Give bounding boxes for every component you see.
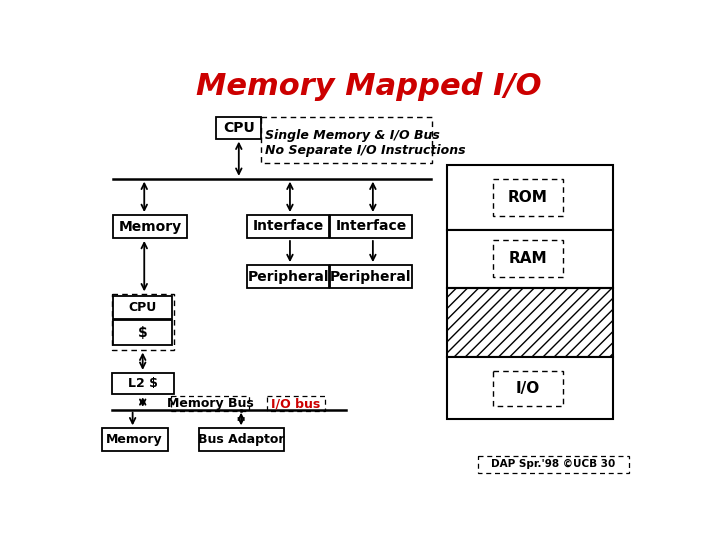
- Text: RAM: RAM: [508, 251, 547, 266]
- Text: ROM: ROM: [508, 190, 548, 205]
- Bar: [446, 165, 613, 231]
- Bar: [446, 288, 613, 357]
- Bar: [266, 396, 325, 411]
- Bar: [199, 428, 284, 451]
- Bar: [216, 117, 261, 139]
- Text: CPU: CPU: [129, 301, 157, 314]
- Bar: [446, 231, 613, 288]
- Text: Peripheral: Peripheral: [330, 269, 412, 284]
- Bar: [261, 117, 432, 164]
- Text: Interface: Interface: [253, 219, 323, 233]
- Text: $: $: [138, 326, 148, 340]
- Text: I/O: I/O: [516, 381, 540, 396]
- Text: Interface: Interface: [336, 219, 407, 233]
- Text: Memory: Memory: [107, 433, 163, 446]
- Text: Peripheral: Peripheral: [247, 269, 329, 284]
- Text: Bus Adaptor: Bus Adaptor: [198, 433, 284, 446]
- Text: Single Memory & I/O Bus
No Separate I/O Instructions: Single Memory & I/O Bus No Separate I/O …: [265, 129, 466, 157]
- Bar: [113, 320, 172, 345]
- Text: DAP Spr.'98 ©UCB 30: DAP Spr.'98 ©UCB 30: [491, 460, 615, 469]
- Bar: [493, 372, 563, 406]
- Bar: [248, 215, 329, 238]
- Text: L2 $: L2 $: [127, 377, 158, 390]
- Bar: [446, 357, 613, 419]
- Bar: [171, 396, 249, 411]
- Bar: [477, 456, 629, 473]
- Bar: [102, 428, 168, 451]
- Bar: [113, 296, 172, 319]
- Bar: [493, 240, 563, 278]
- Bar: [248, 265, 329, 288]
- Bar: [112, 294, 174, 350]
- Bar: [112, 373, 174, 394]
- Bar: [113, 215, 187, 238]
- Text: I/O bus: I/O bus: [271, 397, 320, 410]
- Bar: [330, 215, 412, 238]
- Text: CPU: CPU: [223, 121, 255, 135]
- Text: Memory: Memory: [119, 219, 181, 233]
- Text: Memory Bus: Memory Bus: [167, 397, 253, 410]
- Text: Memory Mapped I/O: Memory Mapped I/O: [197, 72, 541, 101]
- Bar: [493, 179, 563, 215]
- Bar: [330, 265, 412, 288]
